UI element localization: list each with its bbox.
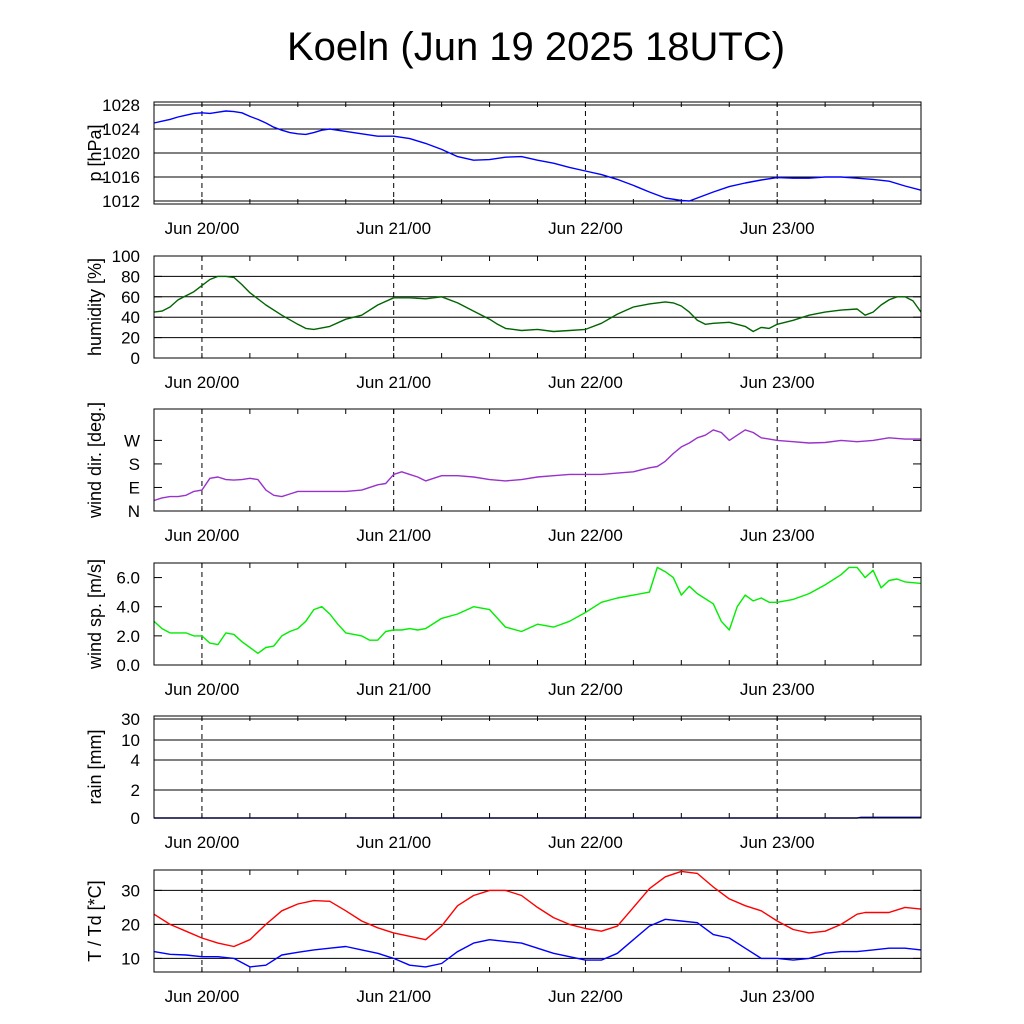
x-tick-label: Jun 20/00 [165, 373, 240, 392]
y-tick-label: S [129, 455, 140, 474]
y-tick-label: 60 [121, 288, 140, 307]
x-tick-label: Jun 20/00 [165, 833, 240, 852]
series-line-humidity-0 [153, 275, 922, 333]
x-tick-label: Jun 21/00 [356, 833, 431, 852]
y-tick-label: 4 [131, 751, 140, 770]
plot-frame [153, 562, 922, 666]
y-tick-label: 1012 [102, 192, 140, 211]
x-tick-label: Jun 22/00 [548, 373, 623, 392]
panel-wind_speed: 0.0 2.0 4.0 6.0 Jun 20/00 Jun 21/00 Jun 22/00 J… [85, 559, 922, 699]
x-tick-label: Jun 20/00 [165, 680, 240, 699]
x-tick-label: Jun 23/00 [740, 833, 815, 852]
y-tick-label: N [128, 502, 140, 521]
y-tick-label: 20 [121, 915, 140, 934]
x-tick-label: Jun 23/00 [740, 680, 815, 699]
y-axis-label: humidity [%] [85, 258, 105, 356]
x-tick-label: Jun 22/00 [548, 833, 623, 852]
plot-frame [153, 255, 922, 359]
series-line-temperature-1 [153, 918, 922, 968]
y-axis-label: T / Td [*C] [85, 880, 105, 961]
chart-title: Koeln (Jun 19 2025 18UTC) [287, 25, 785, 69]
x-tick-label: Jun 22/00 [548, 987, 623, 1006]
y-tick-label: 2.0 [116, 627, 140, 646]
y-tick-label: 10 [121, 949, 140, 968]
y-tick-label: 1024 [102, 120, 140, 139]
x-tick-label: Jun 20/00 [165, 219, 240, 238]
y-tick-label: 1020 [102, 144, 140, 163]
y-tick-label: 0.0 [116, 656, 140, 675]
y-tick-label: 1028 [102, 96, 140, 115]
y-tick-label: E [129, 478, 140, 497]
plot-frame [153, 715, 922, 819]
series-line-temperature-0 [153, 870, 922, 948]
y-tick-label: 20 [121, 329, 140, 348]
plot-frame [153, 408, 922, 512]
x-tick-label: Jun 21/00 [356, 219, 431, 238]
y-axis-label: wind dir. [deg.] [85, 402, 105, 519]
x-tick-label: Jun 22/00 [548, 219, 623, 238]
y-tick-label: 10 [121, 731, 140, 750]
y-tick-label: 100 [112, 247, 140, 266]
plot-frame [153, 869, 922, 973]
x-tick-label: Jun 21/00 [356, 526, 431, 545]
y-tick-label: 6.0 [116, 569, 140, 588]
x-tick-label: Jun 21/00 [356, 680, 431, 699]
y-tick-label: 4.0 [116, 598, 140, 617]
x-tick-label: Jun 22/00 [548, 526, 623, 545]
y-tick-label: 30 [121, 710, 140, 729]
panel-pressure: 1012 1016 1020 1024 1028 Jun 20/00 Jun 21/00 Ju… [85, 96, 922, 238]
series-line-pressure-0 [153, 110, 922, 202]
y-axis-label: wind sp. [m/s] [85, 559, 105, 670]
x-tick-label: Jun 23/00 [740, 987, 815, 1006]
x-tick-label: Jun 21/00 [356, 987, 431, 1006]
series-line-wind_speed-0 [153, 566, 922, 654]
panel-temperature: 10 20 30 Jun 20/00 Jun 21/00 Jun 22/00 Jun 23/… [85, 869, 922, 1006]
plot-frame [153, 101, 922, 205]
y-tick-label: 2 [131, 781, 140, 800]
x-tick-label: Jun 22/00 [548, 680, 623, 699]
x-tick-label: Jun 23/00 [740, 219, 815, 238]
x-tick-label: Jun 21/00 [356, 373, 431, 392]
x-tick-label: Jun 23/00 [740, 373, 815, 392]
x-tick-label: Jun 20/00 [165, 526, 240, 545]
y-tick-label: W [124, 431, 140, 450]
y-tick-label: 0 [131, 349, 140, 368]
y-axis-label: rain [mm] [85, 729, 105, 804]
y-tick-label: 30 [121, 881, 140, 900]
y-axis-label: p [hPa] [85, 124, 105, 181]
y-tick-label: 0 [131, 809, 140, 828]
x-tick-label: Jun 23/00 [740, 526, 815, 545]
y-tick-label: 1016 [102, 168, 140, 187]
x-tick-label: Jun 20/00 [165, 987, 240, 1006]
series-line-wind_direction-0 [153, 429, 921, 502]
panel-rain: 0 2 410 30 Jun 20/00 Jun 21/00 Jun 22/00 Jun 23… [85, 710, 922, 852]
y-tick-label: 80 [121, 267, 140, 286]
y-tick-label: 40 [121, 308, 140, 327]
